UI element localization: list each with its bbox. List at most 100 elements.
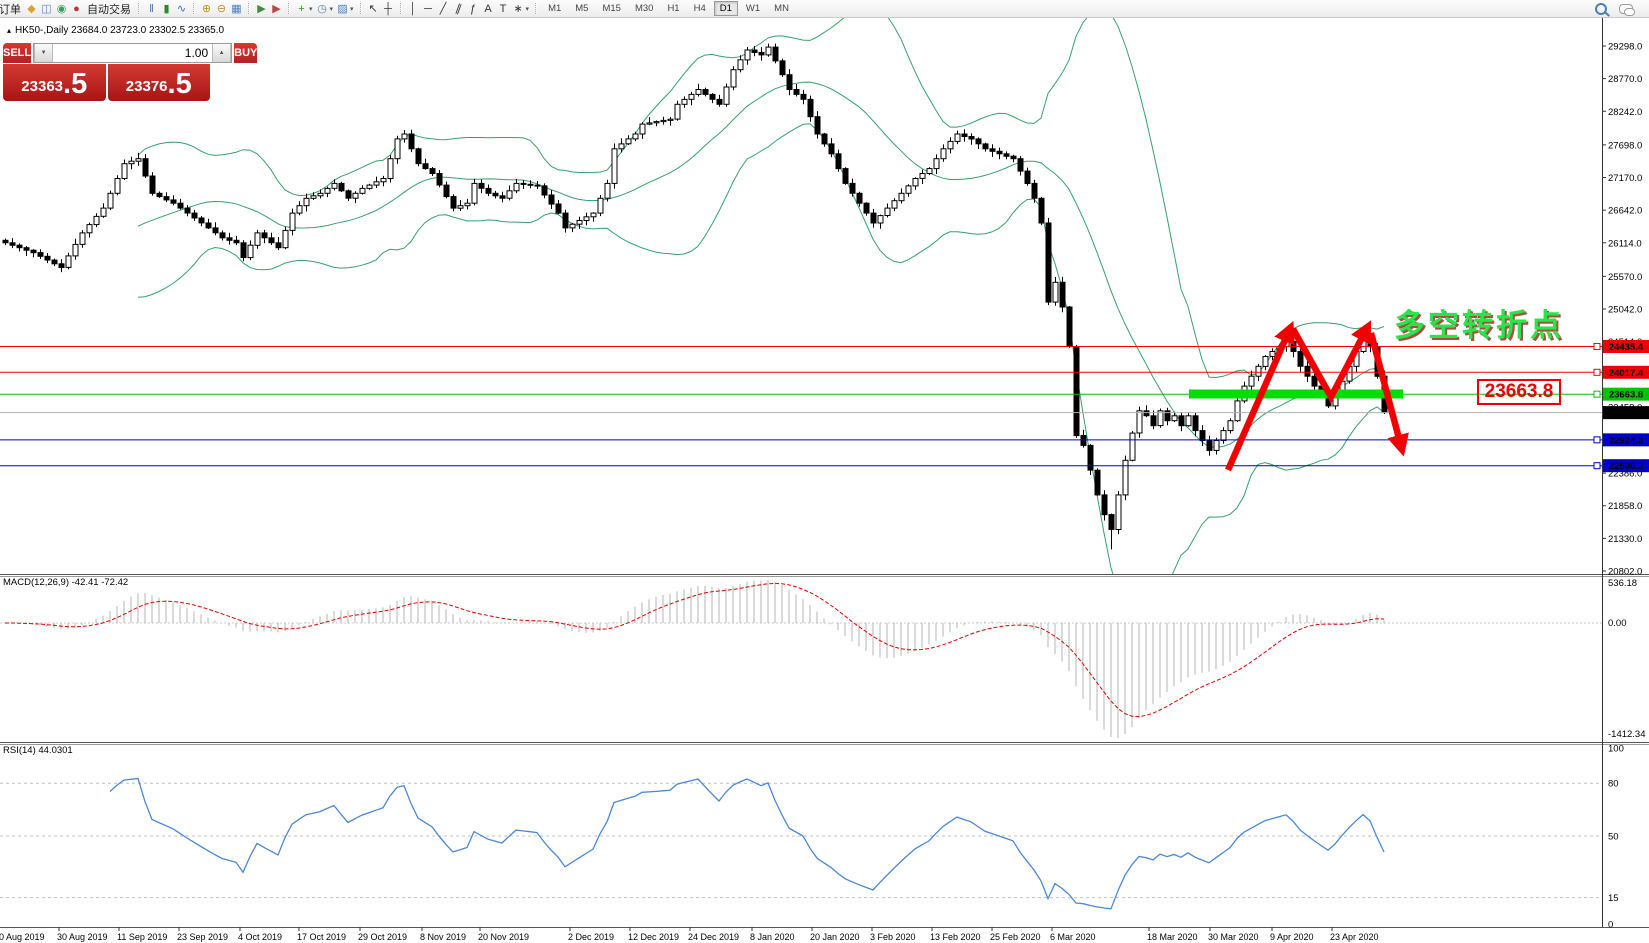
toolbar-separator	[288, 3, 290, 14]
rsi-line	[109, 777, 1385, 910]
trendline-icon[interactable]: ╱	[439, 2, 447, 15]
timeframe-button-w1[interactable]: W1	[745, 3, 761, 14]
date-tick-label: 20 Nov 2019	[478, 932, 529, 942]
buy-price[interactable]: 23376.5	[107, 64, 210, 101]
toolbar-separator	[248, 3, 250, 14]
toolbar-separator	[359, 3, 362, 14]
timeframe-button-d1[interactable]: D1	[713, 1, 738, 16]
zigzag-arrow[interactable]	[1225, 320, 1295, 472]
zigzag-arrow[interactable]	[1290, 320, 1372, 404]
volume-decrease-button[interactable]: ▼	[34, 44, 54, 62]
date-tick-label: 4 Oct 2019	[238, 932, 282, 942]
price-tick-label: 22386.0	[1608, 469, 1642, 480]
macd-axis-label: 0.00	[1608, 618, 1627, 629]
volume-increase-button[interactable]: ▲	[212, 44, 232, 62]
date-tick-label: 8 Jan 2020	[750, 932, 795, 942]
level-price-label: 24435.4	[1609, 342, 1644, 353]
level-anchor	[1593, 390, 1601, 398]
cursor-icon[interactable]: ↖	[368, 2, 378, 15]
price-tick-label: 27170.0	[1608, 173, 1642, 184]
new-order-label[interactable]: 新订单	[0, 3, 21, 16]
text-icon[interactable]: A	[484, 2, 492, 15]
horizontal-line-icon[interactable]: ─	[424, 2, 432, 15]
date-tick-label: 24 Dec 2019	[688, 932, 739, 942]
periods-icon[interactable]: ◷	[317, 2, 327, 15]
chart-shift-icon[interactable]: ▶	[272, 2, 281, 15]
arrows-icon[interactable]: ∗	[513, 2, 523, 15]
price-tick-label: 25042.0	[1608, 304, 1642, 315]
timeframe-button-m30[interactable]: M30	[634, 3, 654, 14]
level-price-box	[1603, 406, 1649, 420]
sell-price[interactable]: 23363.5	[3, 64, 106, 101]
vertical-line-icon[interactable]: │	[409, 2, 417, 15]
price-callout-box[interactable]: 23663.8	[1477, 379, 1561, 405]
tile-windows-icon[interactable]: ▦	[231, 2, 242, 15]
publisher-icon[interactable]: ◫	[41, 2, 52, 15]
price-tick-label: 29298.0	[1608, 42, 1642, 53]
level-price-label: 23663.8	[1609, 390, 1643, 401]
current-price-label: 23365.0	[1609, 408, 1643, 419]
dropdown-caret-icon[interactable]: ▾	[525, 5, 530, 13]
timeframe-button-h4[interactable]: H4	[693, 3, 706, 14]
macd-histogram	[11, 580, 1385, 738]
date-tick-label: 30 Aug 2019	[57, 932, 108, 942]
dropdown-caret-icon[interactable]: ▾	[329, 5, 334, 13]
date-tick-label: 3 Feb 2020	[870, 932, 916, 942]
zoom-out-icon[interactable]: ⊖	[216, 2, 227, 15]
price-tick-label: 21858.0	[1608, 501, 1642, 512]
dropdown-caret-icon[interactable]: ▾	[309, 5, 313, 13]
new-order-icon[interactable]: ◆	[27, 2, 36, 15]
line-mode-icon[interactable]: ∿	[176, 2, 187, 15]
rsi-axis-label: 100	[1608, 744, 1624, 755]
rsi-axis-label: 80	[1608, 779, 1619, 790]
support-zone-bar[interactable]	[1189, 389, 1403, 399]
volume-input[interactable]	[53, 44, 213, 62]
autotrading-icon[interactable]: ●	[73, 2, 80, 15]
price-tick-label: 28770.0	[1608, 74, 1642, 85]
bars-mode-icon[interactable]: ‖	[149, 2, 154, 15]
macd-axis-label: 536.18	[1608, 578, 1637, 589]
level-anchor	[1593, 342, 1601, 350]
price-tick-label: 28242.0	[1608, 107, 1642, 118]
timeframe-button-m1[interactable]: M1	[548, 3, 562, 14]
date-tick-label: 9 Apr 2020	[1270, 932, 1314, 942]
timeframe-button-m5[interactable]: M5	[575, 3, 589, 14]
level-price-label: 22506.3	[1609, 461, 1643, 472]
search-icon[interactable]	[1595, 2, 1607, 15]
crosshair-icon[interactable]: ┼	[384, 2, 392, 15]
candles	[2, 43, 1388, 550]
timeframe-button-mn[interactable]: MN	[774, 3, 789, 14]
timeframe-button-m15[interactable]: M15	[602, 3, 621, 14]
signals-icon[interactable]: ◉	[56, 2, 67, 15]
macd-axis-label: -1412.34	[1608, 729, 1646, 740]
price-tick-label: 26114.0	[1608, 238, 1642, 249]
date-tick-label: 20 Aug 2019	[0, 932, 45, 942]
zoom-in-icon[interactable]: ⊕	[201, 2, 212, 15]
date-tick-label: 23 Apr 2020	[1330, 932, 1379, 942]
dropdown-caret-icon[interactable]: ▾	[350, 5, 354, 13]
rsi-label: RSI(14) 44.0301	[3, 745, 73, 756]
label-icon[interactable]: T	[499, 2, 507, 15]
template-icon[interactable]: ▨	[337, 2, 348, 15]
level-price-box	[1603, 365, 1649, 379]
collapse-icon[interactable]: ▴	[7, 26, 12, 35]
timeframe-button-h1[interactable]: H1	[667, 3, 680, 14]
level-anchor	[1593, 436, 1601, 444]
level-anchor	[1593, 462, 1601, 470]
auto-scroll-icon[interactable]: ▶	[257, 2, 266, 15]
fibonacci-icon[interactable]: ƒ	[469, 2, 477, 15]
sell-button[interactable]: SELL	[3, 43, 32, 63]
add-indicator-icon[interactable]: +	[298, 2, 305, 15]
date-tick-label: 25 Feb 2020	[990, 932, 1041, 942]
volume-control: ▼ ▲	[33, 43, 233, 63]
chat-icon[interactable]	[1619, 3, 1635, 16]
zigzag-arrow[interactable]	[1367, 332, 1409, 457]
candles-mode-icon[interactable]: ▮	[163, 2, 170, 15]
buy-button[interactable]: BUY	[234, 43, 258, 63]
price-axis: 29298.0 28770.0 28242.0 27698.0 27170.0 26642…	[1602, 42, 1642, 578]
autotrading-label[interactable]: 自动交易	[87, 3, 131, 16]
turning-point-annotation[interactable]: 多空转折点	[1394, 308, 1564, 343]
date-tick-label: 2 Dec 2019	[568, 932, 614, 942]
rsi-axis-label: 15	[1608, 893, 1619, 904]
